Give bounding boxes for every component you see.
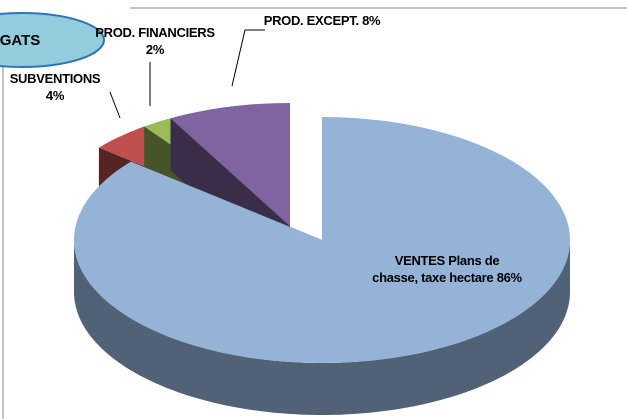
- slice: [170, 103, 290, 226]
- label-box: [0, 12, 105, 68]
- data-label: PROD. FINANCIERS 2%: [95, 24, 215, 58]
- leader-line: [231, 29, 265, 87]
- category-label: PROD. FINANCIERS: [95, 25, 215, 40]
- slice: [74, 117, 570, 363]
- value-label: 4%: [45, 88, 65, 103]
- category-label: SUBVENTIONS: [9, 71, 101, 86]
- category-label: VENTES Plans de chasse, taxe hectare: [372, 253, 500, 285]
- label-box-text: GATS: [0, 32, 40, 49]
- value-label: 8%: [362, 13, 381, 28]
- value-label: 86%: [496, 270, 522, 285]
- leader-line: [109, 91, 121, 119]
- data-label: SUBVENTIONS 4%: [0, 70, 110, 104]
- slice-side: [74, 240, 570, 415]
- data-label: PROD. EXCEPT. 8%: [262, 12, 382, 29]
- value-label: 2%: [145, 42, 165, 57]
- data-label: VENTES Plans de chasse, taxe hectare 86%: [372, 252, 522, 286]
- category-label: PROD. EXCEPT.: [263, 13, 359, 28]
